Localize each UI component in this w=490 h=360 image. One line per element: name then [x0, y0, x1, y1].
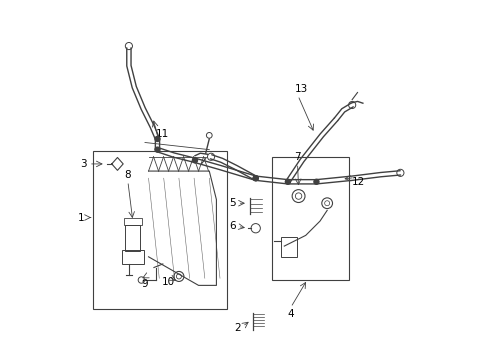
- Text: 2: 2: [234, 323, 241, 333]
- Circle shape: [253, 176, 258, 181]
- Bar: [123, 217, 142, 225]
- Text: 13: 13: [295, 84, 308, 94]
- Text: 11: 11: [155, 129, 169, 139]
- Text: 6: 6: [229, 221, 236, 231]
- Text: 9: 9: [141, 279, 147, 289]
- Text: 4: 4: [288, 309, 294, 319]
- Circle shape: [155, 147, 160, 152]
- Bar: [272, 157, 348, 280]
- Bar: [122, 250, 144, 264]
- Circle shape: [314, 179, 319, 184]
- Circle shape: [193, 158, 197, 163]
- Text: 1: 1: [78, 212, 85, 222]
- Text: 3: 3: [80, 159, 87, 169]
- Bar: [125, 225, 140, 251]
- Text: 5: 5: [229, 198, 236, 208]
- Bar: [281, 237, 297, 257]
- Circle shape: [155, 136, 160, 141]
- Text: 12: 12: [352, 177, 365, 187]
- Text: 8: 8: [124, 170, 131, 180]
- Text: 7: 7: [294, 152, 301, 162]
- Circle shape: [253, 176, 258, 181]
- Circle shape: [285, 179, 291, 184]
- Bar: [93, 152, 227, 309]
- Text: 10: 10: [162, 277, 175, 287]
